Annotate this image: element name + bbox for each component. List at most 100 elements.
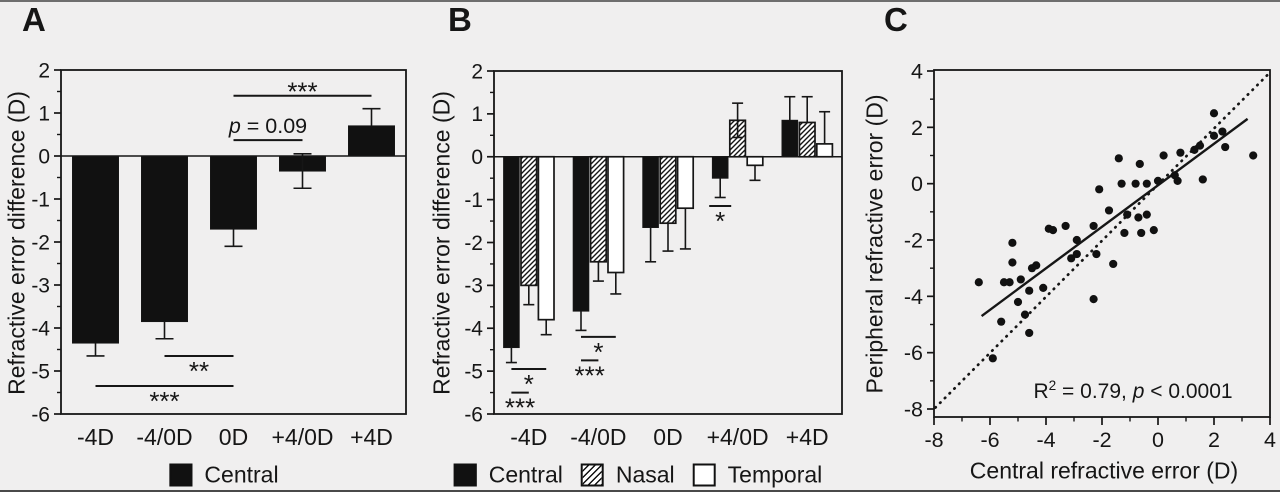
figure-bottom-border [0, 490, 1280, 492]
data-point [1142, 179, 1151, 188]
C-y-tick-label: -8 [904, 398, 923, 422]
B-x-tick-label: -4/0D [570, 424, 626, 450]
data-point [1114, 154, 1123, 163]
B-y-tick-label: -2 [464, 232, 483, 255]
data-point [1104, 206, 1114, 215]
data-point [997, 317, 1006, 326]
data-point [1135, 159, 1144, 169]
data-point [1008, 238, 1017, 247]
p-value: < 0.0001 [1144, 380, 1233, 403]
data-point [1195, 141, 1205, 150]
panel-c-chart: -8 -6 -4 -2 0 2 4 4 2 0 -2 -4 -6 -8 [904, 60, 1276, 452]
A-y-tick-label: -4 [31, 317, 50, 340]
B-x-tick-label: -4D [510, 424, 547, 450]
B-bars [503, 95, 834, 364]
B-y-tick-label: -1 [464, 189, 483, 212]
data-point [1120, 228, 1129, 238]
data-point [1039, 283, 1048, 292]
A-x-tick-label: -4D [77, 424, 114, 450]
B-bar-nasal--4/0D [589, 155, 608, 263]
A-y-axis-ticks: 2 1 0 -1 -2 -3 -4 -5 -6 [31, 59, 61, 426]
data-point [1032, 261, 1041, 270]
data-point [1109, 259, 1118, 269]
data-point [1013, 297, 1023, 307]
B-sig-stars: * [593, 337, 603, 367]
central-swatch [169, 463, 193, 487]
scatter-points [974, 109, 1258, 363]
C-x-tick-label: -8 [924, 428, 943, 452]
A-significance: ***p = 0.09***** [95, 76, 372, 416]
data-point [1123, 210, 1132, 219]
B-sig-stars: * [524, 369, 534, 399]
A-y-tick-label: 0 [38, 145, 50, 168]
C-y-tick-label: 4 [911, 60, 923, 84]
legend-item-temporal: Temporal [692, 462, 822, 489]
C-y-tick-label: 2 [911, 116, 923, 140]
data-point [1221, 142, 1230, 152]
r2-value: = 0.79, [1056, 380, 1133, 403]
data-point [1173, 176, 1182, 185]
legend-label-central: Central [488, 461, 563, 488]
C-y-tick-label: -4 [904, 285, 923, 309]
B-sig-stars: *** [575, 360, 605, 390]
data-point [1005, 278, 1014, 287]
data-point [1016, 275, 1025, 284]
panel-b-legend: Central Nasal Temporal [453, 461, 822, 489]
C-x-tick-label: -2 [1092, 428, 1111, 452]
regression-line [980, 117, 1249, 318]
data-point [1089, 221, 1098, 231]
legend-item-nasal: Nasal [580, 462, 675, 489]
B-x-tick-label: 0D [653, 424, 682, 450]
A-sig-stars: *** [287, 76, 317, 106]
B-x-tick-label: +4/0D [707, 424, 769, 450]
data-point [1142, 210, 1151, 219]
B-y-axis-ticks: 2 1 0 -1 -2 -3 -4 -5 -6 [464, 60, 494, 426]
B-plot-box [493, 70, 843, 415]
B-bar-temporal--4/0D [607, 155, 625, 274]
A-y-tick-label: -6 [31, 403, 50, 426]
p-symbol: p [1132, 380, 1145, 403]
A-y-tick-label: 1 [38, 102, 50, 125]
A-sig-text: p = 0.09 [228, 114, 307, 138]
A-sig-stars: ** [189, 356, 209, 386]
B-bar-central-0D [642, 156, 659, 228]
data-point [1153, 176, 1163, 185]
panel-a-legend: Central [169, 461, 279, 489]
data-point [1025, 286, 1034, 295]
B-y-tick-label: -6 [464, 403, 483, 426]
legend-item-central: Central [453, 461, 563, 489]
legend-label-central: Central [204, 461, 279, 488]
data-point [1249, 151, 1258, 160]
panel-b-y-axis-label: Refractive error difference (D) [428, 91, 455, 395]
A-y-tick-label: -3 [31, 274, 50, 297]
B-bar-nasal-+4D [798, 121, 816, 158]
panel-b-chart: 210-1-2-3-4-5-6*********-4D -4/0D 0D +4/0D +… [464, 60, 843, 450]
B-x-tick-label: +4D [786, 424, 829, 450]
panel-b-letter: B [448, 1, 472, 38]
panel-c-letter: C [884, 1, 908, 38]
A-bar-central-0D [210, 155, 257, 230]
A-y-tick-label: 2 [38, 59, 50, 82]
data-point [1218, 127, 1227, 136]
data-point [1149, 226, 1158, 235]
C-x-tick-label: 2 [1208, 428, 1220, 452]
B-bar-nasal--4D [520, 155, 538, 287]
data-point [1209, 131, 1219, 140]
C-y-tick-label: -2 [904, 229, 923, 253]
data-point [974, 278, 983, 287]
panel-a-y-axis-label: Refractive error difference (D) [3, 91, 30, 395]
B-sig-stars: * [715, 206, 725, 236]
central-swatch [453, 463, 477, 487]
A-plot-box [60, 69, 407, 415]
data-point [1048, 226, 1058, 235]
A-x-tick-label: +4/0D [271, 424, 333, 450]
A-y-tick-label: -1 [31, 188, 50, 211]
B-y-tick-label: -3 [464, 275, 483, 298]
panel-c-x-axis-label: Central refractive error (D) [969, 457, 1239, 484]
data-point [1008, 258, 1017, 267]
B-bar-temporal-0D [676, 155, 695, 210]
B-bar-central--4D [503, 156, 520, 349]
A-y-tick-label: -5 [31, 360, 50, 383]
data-point [1198, 175, 1207, 184]
